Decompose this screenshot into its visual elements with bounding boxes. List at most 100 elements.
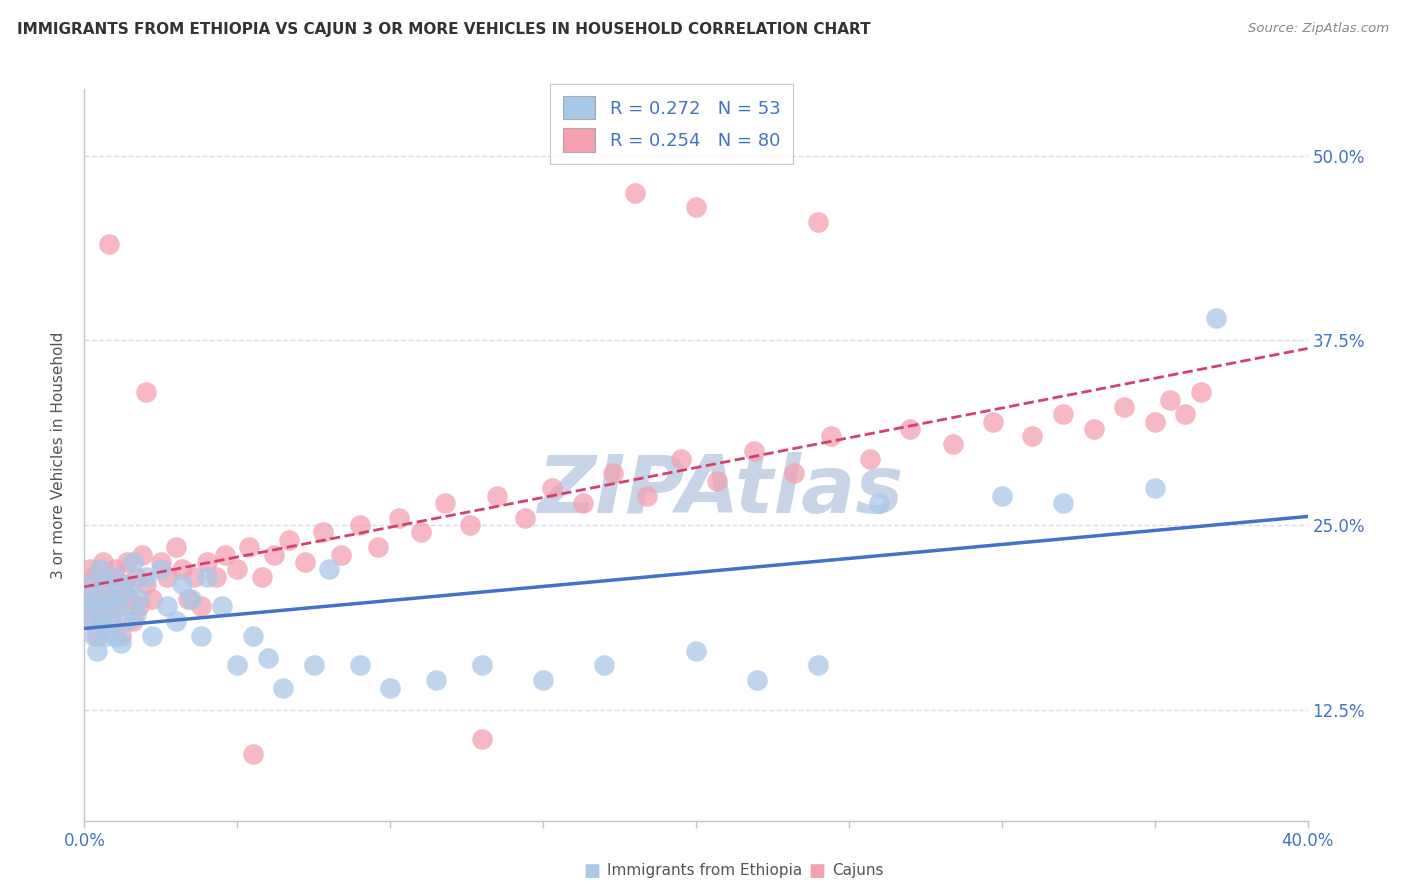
Point [349, 658, 371, 673]
Point [79, 562, 101, 576]
Point [226, 562, 249, 576]
Point [1052, 407, 1074, 421]
Point [83, 629, 105, 643]
Point [572, 496, 595, 510]
Point [685, 201, 707, 215]
Point [94, 599, 117, 614]
Point [278, 533, 301, 547]
Text: Source: ZipAtlas.com: Source: ZipAtlas.com [1249, 22, 1389, 36]
Point [531, 673, 554, 688]
Point [242, 747, 264, 761]
Point [238, 541, 260, 555]
Point [1143, 415, 1166, 429]
Point [211, 599, 233, 614]
Point [471, 732, 494, 747]
Point [820, 429, 842, 443]
Point [226, 658, 249, 673]
Point [94, 577, 117, 591]
Point [122, 555, 145, 569]
Point [409, 525, 432, 540]
Point [149, 562, 172, 576]
Point [257, 651, 280, 665]
Point [135, 385, 157, 400]
Point [636, 489, 658, 503]
Point [1174, 407, 1197, 421]
Point [120, 592, 142, 607]
Point [91, 555, 114, 569]
Point [367, 541, 389, 555]
Point [250, 570, 273, 584]
Point [869, 496, 891, 510]
Point [541, 481, 564, 495]
Point [1159, 392, 1181, 407]
Point [380, 681, 402, 695]
Point [486, 489, 509, 503]
Point [156, 570, 179, 584]
Text: Cajuns: Cajuns [832, 863, 884, 878]
Point [242, 629, 264, 643]
Point [97, 237, 120, 252]
Point [135, 570, 157, 584]
Point [94, 629, 117, 643]
Point [83, 592, 105, 607]
Point [942, 437, 965, 451]
Point [156, 599, 179, 614]
Point [807, 658, 830, 673]
Point [76, 584, 98, 599]
Point [434, 496, 457, 510]
Y-axis label: 3 or more Vehicles in Household: 3 or more Vehicles in Household [51, 331, 66, 579]
Point [624, 186, 647, 200]
Point [190, 629, 212, 643]
Point [1083, 422, 1105, 436]
Point [89, 562, 111, 576]
Point [149, 555, 172, 569]
Point [165, 541, 187, 555]
Point [783, 467, 806, 481]
Point [172, 577, 194, 591]
Point [128, 592, 150, 607]
Point [177, 592, 200, 607]
Point [104, 570, 127, 584]
Point [1205, 311, 1227, 326]
Point [131, 548, 153, 562]
Point [195, 570, 218, 584]
Point [79, 614, 101, 628]
Text: ■: ■ [808, 862, 825, 880]
Point [107, 599, 129, 614]
Point [294, 555, 316, 569]
Point [165, 614, 187, 628]
Point [513, 510, 536, 524]
Point [981, 415, 1004, 429]
Point [107, 599, 129, 614]
Point [128, 599, 150, 614]
Point [115, 555, 138, 569]
Point [89, 614, 111, 628]
Text: ZIPAtlas: ZIPAtlas [537, 452, 904, 531]
Point [104, 629, 127, 643]
Point [125, 570, 148, 584]
Point [349, 518, 371, 533]
Text: Immigrants from Ethiopia: Immigrants from Ethiopia [607, 863, 803, 878]
Point [112, 577, 135, 591]
Point [425, 673, 447, 688]
Point [263, 548, 285, 562]
Point [135, 577, 157, 591]
Point [1189, 385, 1212, 400]
Point [898, 422, 921, 436]
Point [859, 451, 882, 466]
Point [330, 548, 353, 562]
Point [685, 643, 707, 657]
Point [1052, 496, 1074, 510]
Point [807, 215, 830, 229]
Point [86, 643, 108, 657]
Point [122, 614, 145, 628]
Point [89, 592, 111, 607]
Point [183, 570, 205, 584]
Point [1021, 429, 1043, 443]
Point [388, 510, 411, 524]
Point [1114, 400, 1136, 414]
Point [83, 599, 105, 614]
Point [747, 673, 769, 688]
Point [104, 562, 127, 576]
Point [458, 518, 481, 533]
